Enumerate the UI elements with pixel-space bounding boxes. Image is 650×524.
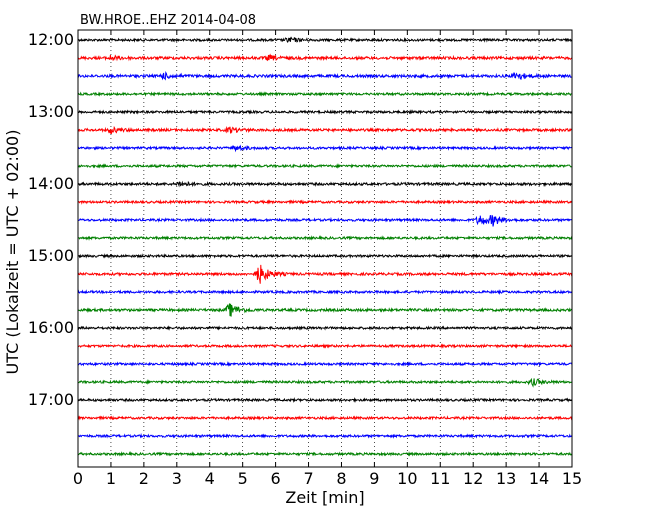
x-tick-label: 8	[336, 469, 346, 488]
x-tick-label: 0	[73, 469, 83, 488]
x-tick-label: 4	[205, 469, 215, 488]
y-tick-label: 13:00	[28, 102, 74, 121]
trace-line	[77, 377, 573, 388]
trace-line	[77, 415, 573, 421]
trace-line	[77, 36, 573, 44]
trace-line	[77, 91, 573, 97]
trace-line	[77, 432, 573, 439]
x-tick-label: 1	[106, 469, 116, 488]
y-tick-label: 15:00	[28, 246, 74, 265]
trace-line	[77, 214, 573, 227]
grid	[110, 30, 540, 467]
x-tick-label: 6	[271, 469, 281, 488]
trace-line	[77, 109, 573, 115]
x-tick-label: 12	[463, 469, 483, 488]
y-axis-label: UTC (Lokalzeit = UTC + 02:00)	[3, 130, 22, 375]
trace-line	[77, 199, 573, 205]
traces	[77, 36, 573, 457]
x-tick-label: 7	[303, 469, 313, 488]
y-tick-label: 17:00	[28, 390, 74, 409]
chart-title: BW.HROE..EHZ 2014-04-08	[80, 13, 256, 28]
trace-line	[77, 144, 573, 153]
x-tick-label: 2	[139, 469, 149, 488]
trace-line	[77, 303, 573, 317]
x-axis-label: Zeit [min]	[285, 488, 364, 507]
trace-line	[77, 70, 573, 81]
trace-line	[77, 361, 573, 367]
x-tick-label: 9	[369, 469, 379, 488]
trace-line	[77, 125, 573, 135]
axis-ticks: 0 1 2 3 4 5 6 7 8 9 10 11 12 13 14 1512:0013:0014:0015:…	[28, 30, 582, 488]
trace-line	[77, 264, 573, 284]
trace-line	[77, 180, 573, 188]
y-tick-label: 16:00	[28, 318, 74, 337]
plot-frame	[77, 29, 573, 468]
x-tick-label: 11	[430, 469, 450, 488]
x-tick-label: 10	[397, 469, 417, 488]
x-tick-label: 15	[562, 469, 582, 488]
x-tick-label: 5	[238, 469, 248, 488]
trace-line	[77, 53, 573, 62]
trace-line	[77, 396, 573, 403]
y-tick-label: 12:00	[28, 30, 74, 49]
trace-line	[77, 451, 573, 457]
trace-line	[77, 163, 573, 169]
trace-line	[77, 253, 573, 259]
x-tick-label: 14	[529, 469, 549, 488]
x-tick-label: 3	[172, 469, 182, 488]
trace-line	[77, 325, 573, 331]
x-tick-label: 13	[496, 469, 516, 488]
trace-line	[77, 343, 573, 349]
y-tick-label: 14:00	[28, 174, 74, 193]
trace-line	[77, 235, 573, 241]
trace-line	[77, 289, 573, 296]
